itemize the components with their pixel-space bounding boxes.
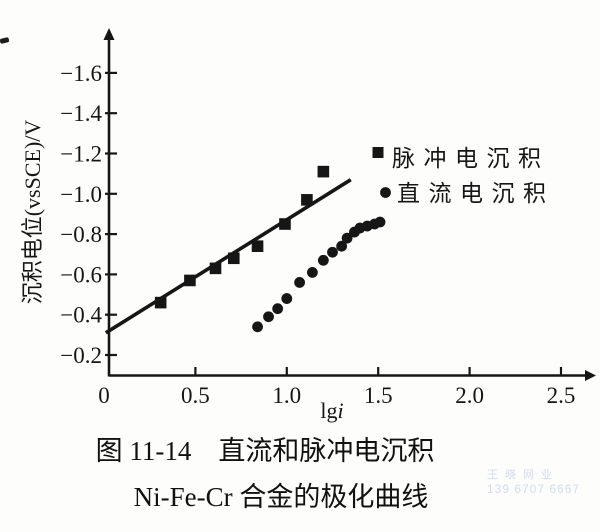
data-point-dc (317, 254, 329, 266)
x-tick-label: 2.5 (547, 383, 576, 408)
data-point-pulse (279, 218, 291, 230)
x-axis-title: lgi (320, 398, 343, 423)
legend-marker-pulse (372, 147, 384, 158)
y-tick-label: −1.6 (60, 61, 102, 86)
data-point-pulse (227, 252, 240, 265)
data-point-dc (341, 232, 353, 244)
x-tick-label: 1.5 (364, 383, 393, 408)
y-tick-label: −0.4 (60, 303, 102, 328)
data-point-pulse (209, 262, 222, 275)
data-point-dc (306, 266, 318, 278)
data-point-pulse (317, 165, 330, 178)
legend-marker-dc (380, 187, 391, 198)
x-axis-arrow (585, 370, 596, 381)
polarization-chart: 0 0.5 1.0 1.5 2.0 2.5 −0.2 −0.4 −0.6 −0.8 −1.0 −1.2… (20, 28, 596, 423)
legend-label-pulse: 脉冲电沉积 (392, 146, 550, 171)
watermark-name: 王晓网业 (487, 469, 559, 481)
y-tick-label: −1.4 (60, 101, 102, 126)
y-tick-label: −1.2 (60, 142, 102, 167)
figure-caption-line2: Ni-Fe-Cr 合金的极化曲线 (133, 482, 429, 512)
x-tick-label: 0 (98, 383, 110, 408)
y-tick-label: −0.6 (60, 262, 102, 287)
data-point-dc (336, 240, 348, 252)
watermark-phone: 139 6707 6667 (487, 482, 581, 497)
data-point-dc (281, 293, 293, 304)
y-tick-label: −0.2 (60, 343, 102, 368)
legend-label-dc: 直流电沉积 (397, 181, 555, 206)
y-axis-arrow (103, 28, 115, 40)
data-point-dc (263, 311, 274, 323)
figure-caption-line1: 图 11-14 直流和脉冲电沉积 (95, 436, 435, 466)
x-tick-label: 2.0 (455, 383, 484, 408)
data-point-dc (294, 277, 305, 288)
data-point-dc (374, 216, 386, 228)
y-axis-title: 沉积电位(vsSCE)/V (20, 120, 45, 305)
data-point-dc (252, 321, 263, 333)
x-tick-label: 1.0 (272, 383, 301, 408)
data-point-pulse (154, 296, 167, 309)
x-tick-label: 0.5 (181, 383, 210, 408)
data-point-dc (272, 303, 284, 315)
watermark: 王晓网业 139 6707 6667 (487, 469, 580, 497)
data-point-pulse (301, 194, 313, 206)
data-point-pulse (184, 274, 196, 287)
y-tick-label: −0.8 (60, 222, 102, 247)
data-point-dc (327, 246, 338, 258)
y-tick-label: −1.0 (60, 182, 102, 207)
data-point-pulse (251, 240, 264, 252)
